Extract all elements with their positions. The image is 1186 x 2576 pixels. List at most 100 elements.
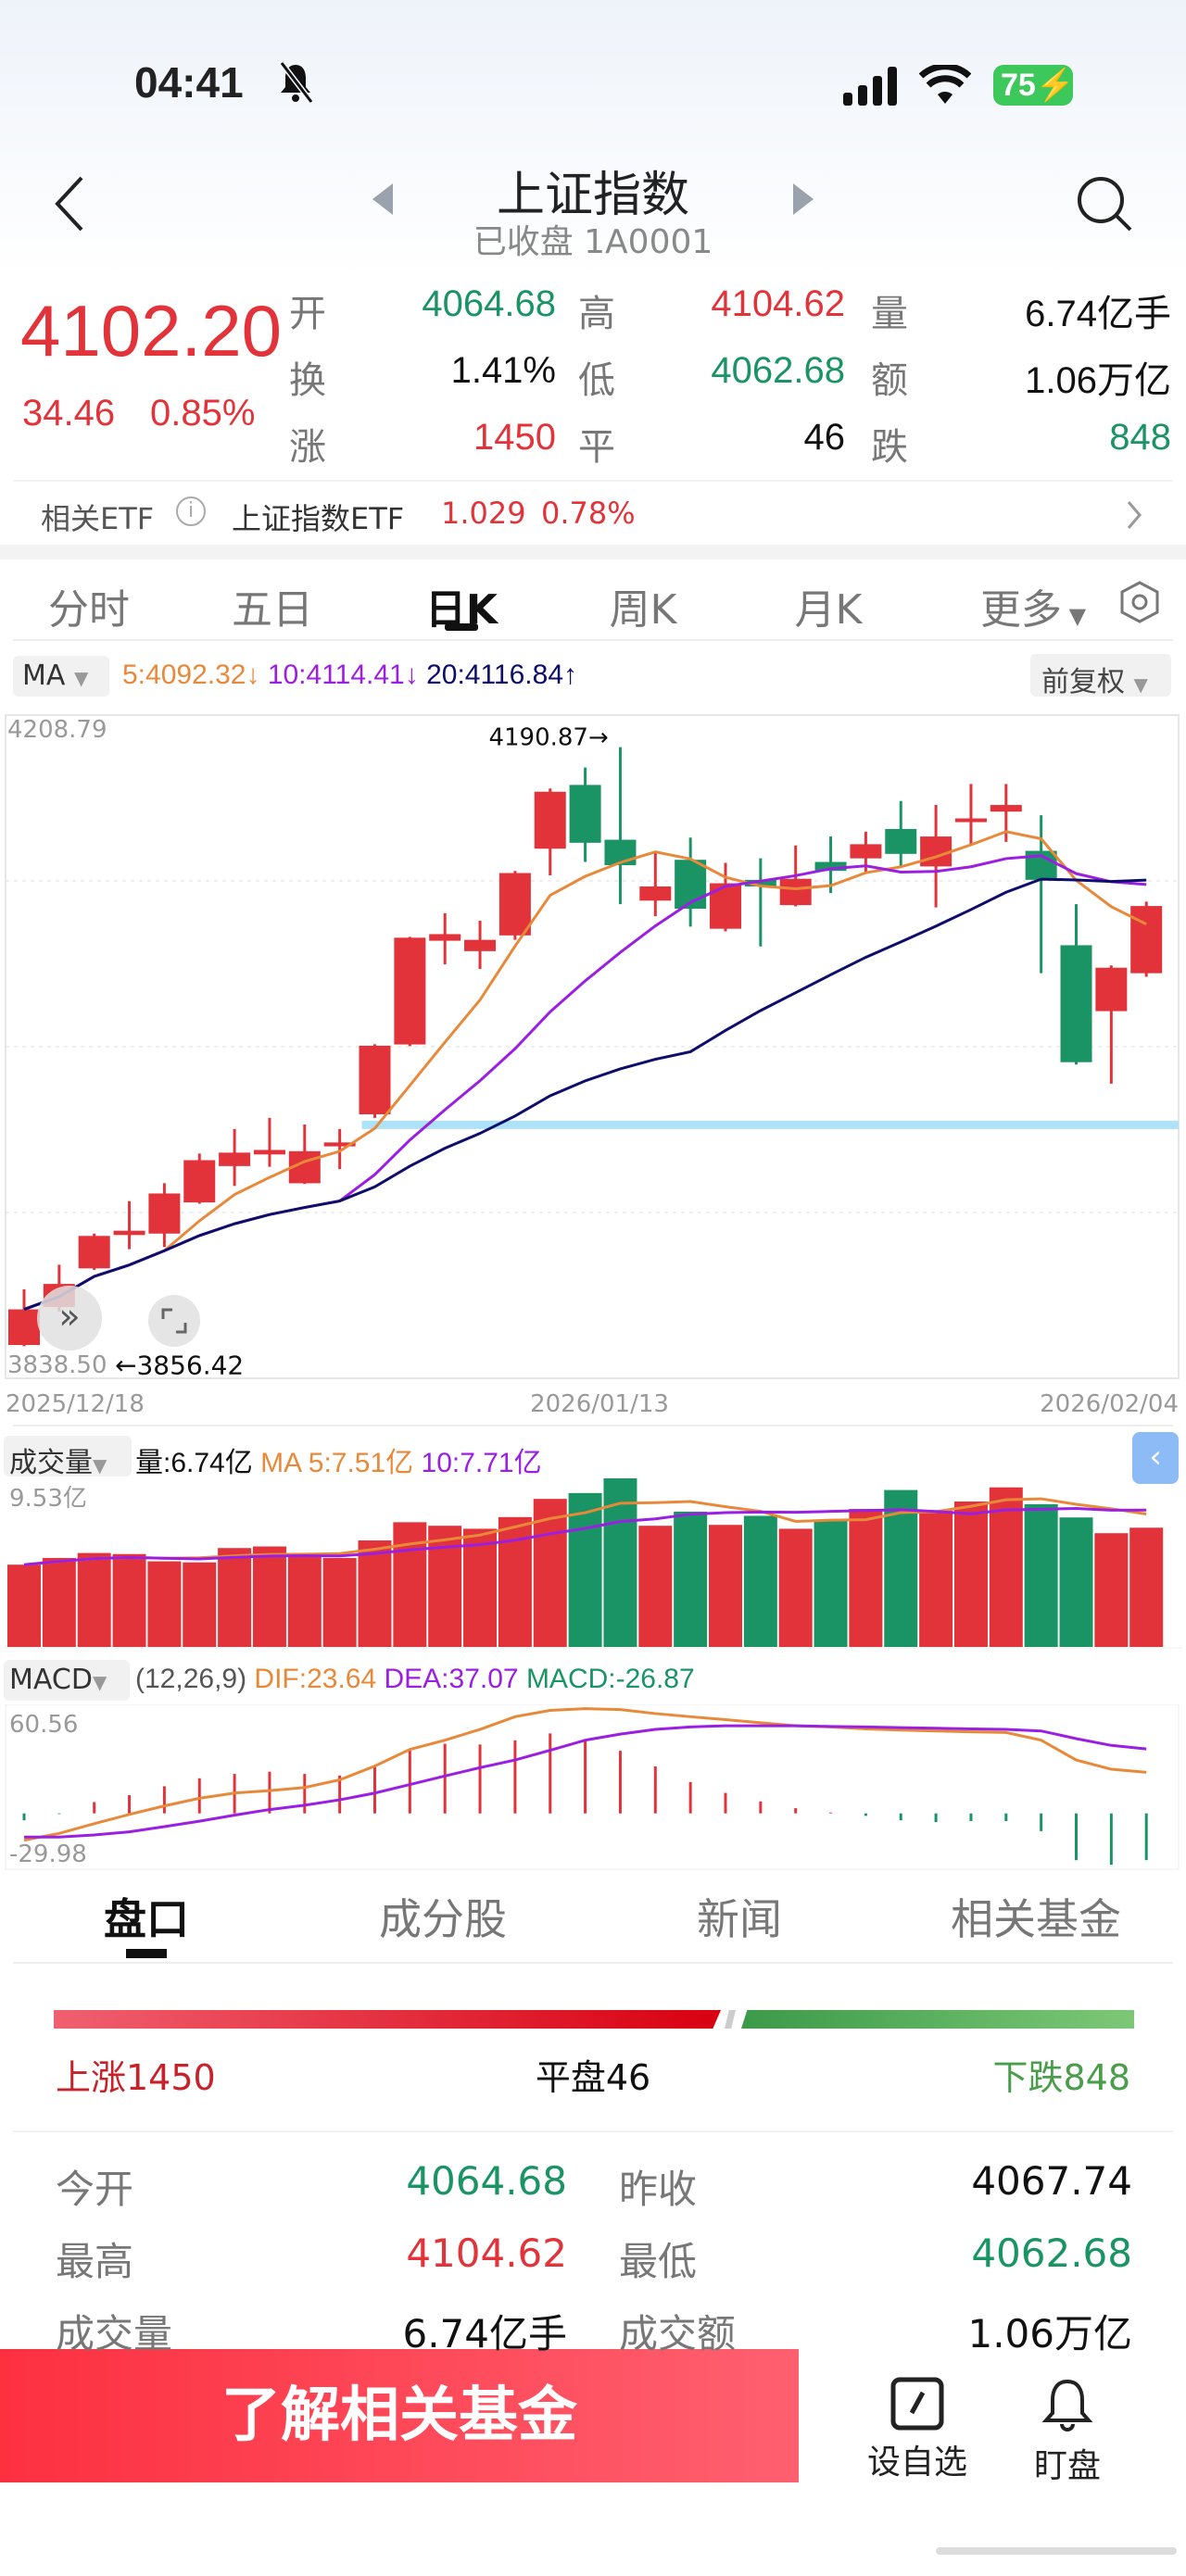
volume-bar bbox=[42, 1557, 76, 1647]
candle-body bbox=[429, 934, 461, 941]
candle[interactable] bbox=[534, 788, 566, 876]
candle[interactable] bbox=[498, 871, 531, 940]
candle-body bbox=[744, 879, 776, 887]
candle-body bbox=[113, 1230, 145, 1236]
stat-value: 4067.74 bbox=[971, 2158, 1132, 2204]
volume-bar bbox=[463, 1528, 498, 1647]
candle-body bbox=[464, 939, 497, 951]
stat-value: 4064.68 bbox=[406, 2158, 567, 2204]
candle-body bbox=[359, 1045, 391, 1114]
volume-bar bbox=[814, 1519, 848, 1647]
candle[interactable] bbox=[885, 800, 917, 867]
tab-1[interactable]: 五日 bbox=[232, 586, 313, 634]
tab-3[interactable]: 周K bbox=[609, 586, 677, 634]
min-price-label: ←3856.42 bbox=[115, 1350, 244, 1380]
bottom-tab-3[interactable]: 相关基金 bbox=[951, 1894, 1121, 1944]
collapse-panel-button[interactable]: ‹ bbox=[1132, 1432, 1179, 1484]
candle[interactable] bbox=[429, 912, 461, 965]
etf-name[interactable]: 上证指数ETF bbox=[232, 501, 405, 536]
candle[interactable] bbox=[8, 1288, 40, 1347]
chevron-right-icon[interactable] bbox=[1125, 500, 1143, 530]
candle[interactable] bbox=[604, 747, 637, 905]
candle[interactable] bbox=[113, 1200, 145, 1250]
settings-hexagon-icon[interactable] bbox=[1117, 580, 1162, 624]
tab-4[interactable]: 月K bbox=[794, 586, 863, 634]
candle[interactable] bbox=[183, 1153, 216, 1204]
volume-bar bbox=[778, 1528, 813, 1647]
quote-value: 1.41% bbox=[450, 350, 556, 391]
candle[interactable] bbox=[954, 784, 987, 845]
info-icon[interactable]: i bbox=[176, 496, 206, 526]
candle[interactable] bbox=[639, 851, 672, 917]
quote-value: 4062.68 bbox=[711, 350, 845, 391]
ma10-line bbox=[23, 854, 1147, 1311]
learn-funds-button[interactable]: 了解相关基金 bbox=[0, 2349, 799, 2482]
quote-label: 高 bbox=[578, 293, 615, 335]
candle[interactable] bbox=[814, 836, 847, 894]
candle[interactable] bbox=[78, 1233, 110, 1271]
candle[interactable] bbox=[219, 1128, 251, 1187]
candle[interactable] bbox=[148, 1183, 181, 1248]
candle-body bbox=[1130, 906, 1163, 974]
fullscreen-button[interactable] bbox=[148, 1295, 200, 1347]
candle[interactable] bbox=[288, 1125, 321, 1185]
candle[interactable] bbox=[359, 1044, 391, 1118]
bell-icon bbox=[1041, 2379, 1093, 2431]
candle-body bbox=[814, 861, 847, 872]
triangle-right-icon[interactable] bbox=[793, 183, 814, 215]
macd-selector[interactable]: MACD▼ bbox=[4, 1660, 130, 1701]
quote-label: 平 bbox=[578, 426, 615, 469]
tab-0[interactable]: 分时 bbox=[48, 586, 130, 634]
candle[interactable] bbox=[1130, 901, 1163, 977]
candle[interactable] bbox=[1095, 965, 1128, 1084]
dif-value: DIF:23.64 bbox=[254, 1664, 377, 1694]
x-label-start: 2025/12/18 bbox=[6, 1390, 145, 1418]
candle-body bbox=[78, 1236, 110, 1269]
quote-value: 1.06万亿 bbox=[1025, 360, 1171, 401]
volume-value: 量:6.74亿 bbox=[135, 1448, 253, 1478]
candle[interactable] bbox=[744, 858, 776, 947]
dropdown-icon: ▼ bbox=[73, 667, 89, 689]
ma-selector[interactable]: MA ▼ bbox=[13, 656, 109, 697]
volume-selector[interactable]: 成交量▼ bbox=[4, 1436, 132, 1479]
tab-active-indicator bbox=[126, 1949, 167, 1958]
candle[interactable] bbox=[569, 767, 601, 862]
search-icon[interactable] bbox=[1075, 174, 1134, 233]
dea-line bbox=[24, 1724, 1147, 1839]
adjust-selector[interactable]: 前复权 ▼ bbox=[1030, 654, 1171, 698]
candle-body bbox=[885, 828, 917, 854]
advancers-bar bbox=[54, 2010, 721, 2029]
flat-count: 平盘46 bbox=[535, 2057, 651, 2098]
candle[interactable] bbox=[675, 837, 707, 927]
candle-body bbox=[8, 1309, 40, 1346]
candle-body bbox=[148, 1193, 181, 1234]
candle[interactable] bbox=[710, 862, 741, 932]
candle[interactable] bbox=[323, 1128, 356, 1170]
dropdown-icon: ▼ bbox=[93, 1454, 107, 1476]
candle-body bbox=[498, 873, 531, 936]
cellular-signal-icon bbox=[843, 67, 897, 106]
bottom-tab-0[interactable]: 盘口 bbox=[104, 1894, 189, 1944]
watch-alert-button[interactable]: 盯盘 bbox=[1012, 2376, 1123, 2487]
bottom-tab-2[interactable]: 新闻 bbox=[697, 1894, 782, 1944]
triangle-left-icon[interactable] bbox=[372, 183, 393, 215]
candle-body bbox=[920, 836, 953, 867]
add-watchlist-button[interactable]: 设自选 bbox=[852, 2376, 982, 2483]
quote-label: 额 bbox=[871, 359, 908, 402]
ma20-line bbox=[23, 877, 1147, 1311]
candle[interactable] bbox=[1060, 904, 1092, 1065]
candle[interactable] bbox=[394, 936, 426, 1047]
candle[interactable] bbox=[253, 1117, 285, 1167]
candle-body bbox=[1060, 945, 1092, 1062]
candle[interactable] bbox=[464, 920, 497, 970]
candle-body bbox=[779, 878, 812, 906]
tab-5[interactable]: 更多 ▼ bbox=[945, 576, 1121, 635]
macd-value: MACD:-26.87 bbox=[525, 1664, 695, 1694]
bottom-tab-1[interactable]: 成分股 bbox=[379, 1894, 507, 1944]
ma5-line bbox=[23, 830, 1147, 1311]
quote-label: 跌 bbox=[871, 426, 908, 469]
add-watchlist-label: 设自选 bbox=[866, 2444, 967, 2482]
chevron-left-icon[interactable] bbox=[52, 174, 85, 233]
volume-bar bbox=[709, 1525, 742, 1647]
expand-left-button[interactable]: » bbox=[37, 1286, 102, 1351]
